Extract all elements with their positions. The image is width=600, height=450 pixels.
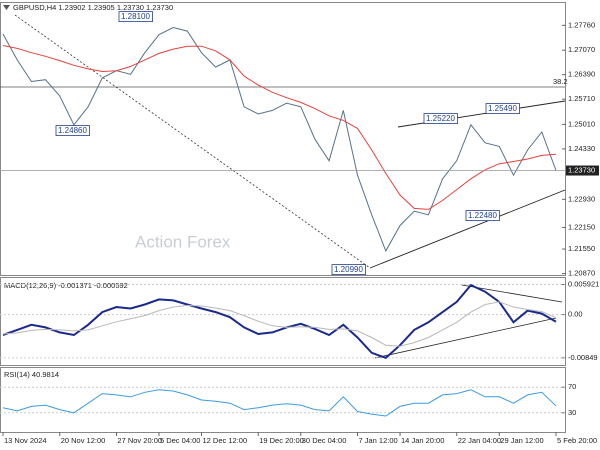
annotation-box [331, 264, 366, 276]
y-tick-label: 1.27760 [568, 20, 595, 29]
x-tick-label: 30 Dec 04:00 [302, 436, 347, 445]
annotation-box [465, 210, 500, 222]
y-tick-label: -0.00849 [568, 353, 598, 362]
x-tick-label: 12 Dec 12:00 [203, 436, 248, 445]
y-tick-label: 1.22150 [568, 222, 595, 231]
rsi-panel [0, 367, 566, 433]
x-tick-label: 5 Feb 20:00 [557, 436, 597, 445]
rsi-title: RSI(14) 40.9814 [4, 370, 59, 379]
y-tick-label: 1.20870 [568, 269, 595, 278]
annotation-box [485, 103, 520, 115]
y-tick-label: 1.25710 [568, 94, 595, 103]
macd-title: MACD(12,26,9) -0.001371 -0.000592 [4, 281, 128, 290]
current-price-box [566, 165, 599, 176]
x-tick-label: 29 Jan 12:00 [500, 436, 543, 445]
x-tick-label: 13 Nov 2024 [4, 436, 47, 445]
annotation-box [118, 11, 153, 23]
price-annotation: 1.25220 [426, 114, 455, 123]
y-tick-label: 1.25010 [568, 119, 595, 128]
current-price-label: 1.23730 [568, 166, 595, 175]
series-line [2, 26, 557, 253]
y-tick-label: 1.21550 [568, 244, 595, 253]
annotation-box [423, 113, 458, 125]
y-tick-label: 1.22930 [568, 194, 595, 203]
chart-title: GBPUSD,H4 1.23902 1.23905 1.23730 1.2373… [13, 3, 173, 12]
x-tick-label: 19 Dec 20:00 [259, 436, 304, 445]
trend-line [14, 14, 371, 269]
y-tick-label: 0.00 [568, 310, 583, 319]
price-annotation: 1.22480 [468, 211, 497, 220]
series-line [2, 389, 557, 417]
x-tick-label: 27 Nov 20:00 [117, 436, 162, 445]
y-tick-label: 30 [568, 408, 576, 417]
y-tick-label: 1.27070 [568, 45, 595, 54]
price-annotation: 1.20990 [334, 265, 363, 274]
price-annotation: 1.28100 [121, 12, 150, 21]
y-tick-label: 1.26390 [568, 70, 595, 79]
y-tick-label: 70 [568, 382, 576, 391]
annotation-box [55, 125, 90, 137]
x-tick-label: 22 Jan 04:00 [458, 436, 501, 445]
price-annotation: 38.2 [553, 77, 568, 86]
series-line [2, 45, 557, 210]
x-tick-label: 14 Jan 20:00 [401, 436, 444, 445]
price-annotation: 1.24860 [58, 126, 87, 135]
x-tick-label: 20 Nov 12:00 [61, 436, 106, 445]
x-tick-label: 7 Jan 12:00 [358, 436, 397, 445]
y-tick-label: 1.24330 [568, 144, 595, 153]
macd-panel [0, 277, 566, 366]
y-tick-label: 0.005921 [568, 279, 599, 288]
series-line [2, 301, 557, 347]
watermark: Action Forex [135, 232, 231, 251]
price-annotation: 1.25490 [488, 104, 517, 113]
main-panel [0, 2, 566, 276]
series-line [2, 283, 557, 360]
trend-line [369, 189, 566, 269]
x-tick-label: 5 Dec 04:00 [160, 436, 200, 445]
macd-trend-line [374, 317, 557, 359]
menu-icon [3, 5, 10, 10]
